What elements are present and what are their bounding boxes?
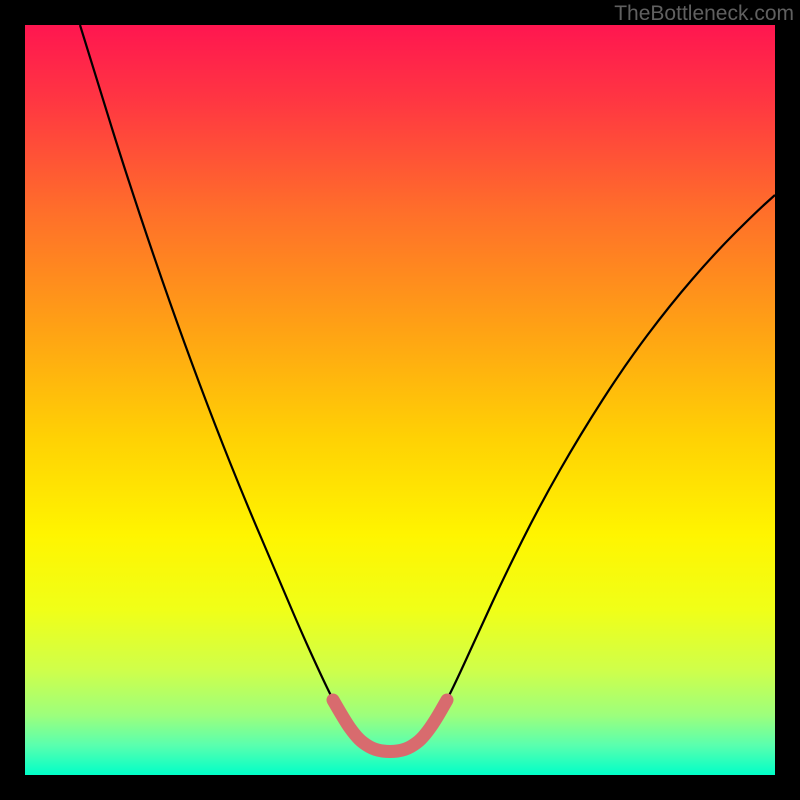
plot-area	[25, 25, 775, 775]
chart-svg	[25, 25, 775, 775]
gradient-background	[25, 25, 775, 775]
canvas: TheBottleneck.com	[0, 0, 800, 800]
watermark-text: TheBottleneck.com	[614, 2, 794, 26]
